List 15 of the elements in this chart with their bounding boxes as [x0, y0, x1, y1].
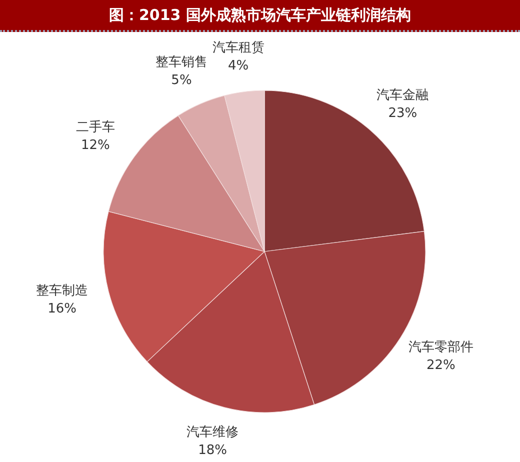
data-label: 18% [198, 442, 227, 458]
slice-label: 汽车租赁 [212, 40, 264, 56]
slice-label: 整车制造 [36, 284, 88, 299]
slice-label: 二手车 [76, 120, 115, 135]
data-label: 22% [426, 358, 456, 374]
chart-title: 图：2013 国外成熟市场汽车产业链利润结构 [109, 5, 411, 26]
data-label: 4% [228, 58, 249, 74]
data-label: 12% [80, 138, 110, 153]
slice-label: 汽车维修 [186, 424, 239, 440]
slice-label: 整车销售 [155, 55, 208, 70]
data-label: 16% [48, 302, 77, 317]
slice-label: 汽车零部件 [408, 340, 474, 356]
data-label: 5% [171, 73, 192, 88]
slice-label: 汽车金融 [376, 88, 429, 103]
data-label: 23% [388, 106, 418, 121]
